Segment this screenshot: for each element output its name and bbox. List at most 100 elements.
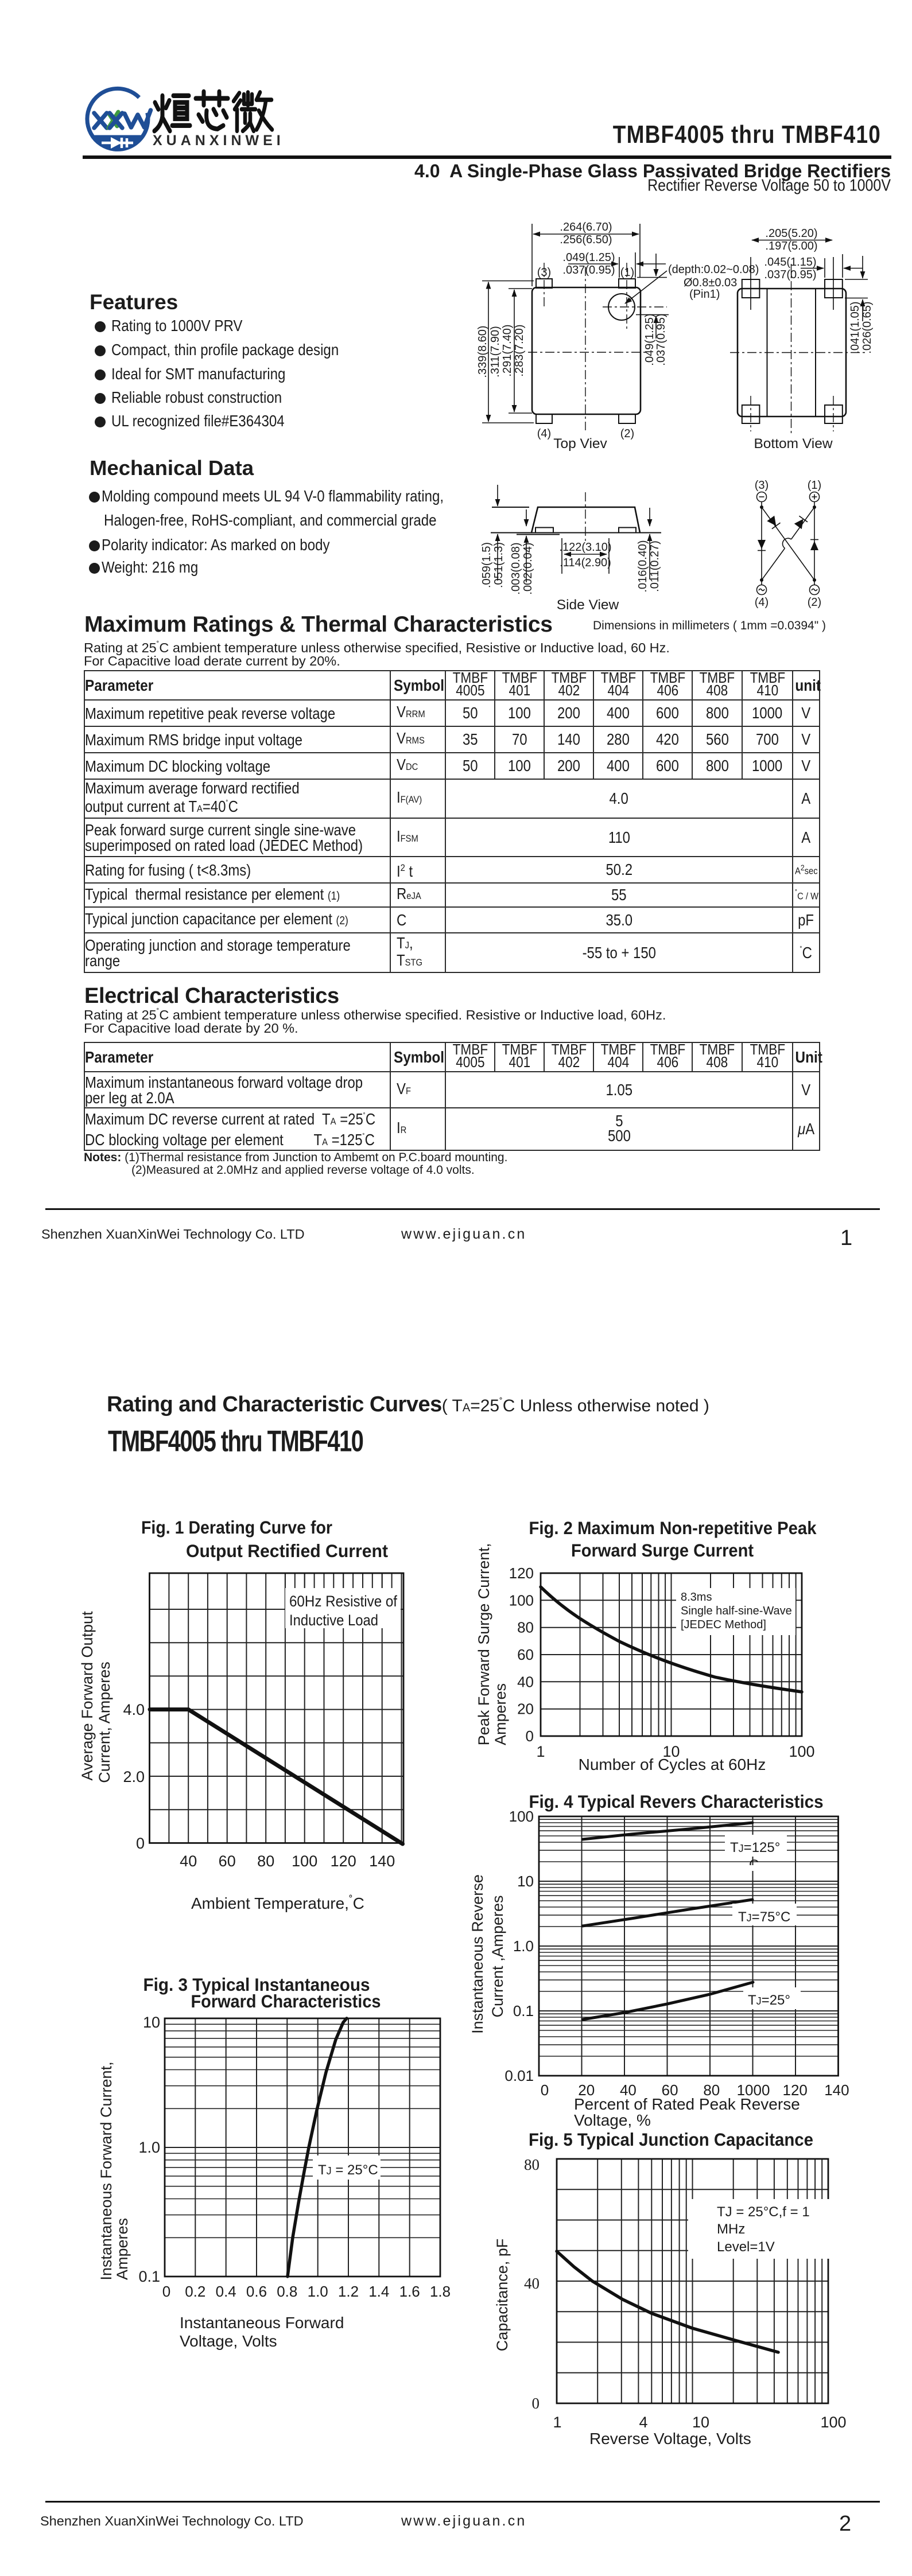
svg-text:.011(0.27): .011(0.27) xyxy=(649,540,661,592)
svg-text:0: 0 xyxy=(532,2395,540,2412)
svg-text:Fig. 3 Typical Instantaneous: Fig. 3 Typical Instantaneous xyxy=(143,1974,370,1995)
svg-text:TJ=75°C: TJ=75°C xyxy=(738,1909,790,1925)
svg-text:Voltage, %: Voltage, % xyxy=(574,2111,651,2129)
svg-text:Single half-sine-Wave: Single half-sine-Wave xyxy=(681,1605,792,1617)
svg-text:1.0: 1.0 xyxy=(513,1937,534,1955)
svg-text:Ambient Temperature,˚C: Ambient Temperature,˚C xyxy=(191,1894,364,1912)
svg-text:120: 120 xyxy=(783,2081,808,2099)
svg-text:Peak Forward Surge Current,: Peak Forward Surge Current, xyxy=(475,1543,492,1746)
svg-text:.016(0.40): .016(0.40) xyxy=(637,540,649,592)
svg-text:80: 80 xyxy=(524,2156,540,2173)
svg-text:80: 80 xyxy=(703,2081,720,2099)
svg-text:60: 60 xyxy=(662,2081,678,2099)
svg-text:60: 60 xyxy=(219,1853,236,1870)
svg-text:1.0: 1.0 xyxy=(308,2283,328,2300)
svg-text:10: 10 xyxy=(143,2014,160,2031)
svg-text:0.6: 0.6 xyxy=(246,2283,267,2300)
svg-text:0: 0 xyxy=(136,1835,145,1852)
svg-text:80: 80 xyxy=(257,1853,274,1870)
svg-text:TJ = 25°C: TJ = 25°C xyxy=(318,2162,378,2178)
svg-text:1: 1 xyxy=(536,1743,545,1760)
svg-text:Fig. 5 Typical Junction Capaci: Fig. 5 Typical Junction Capacitance xyxy=(529,2129,813,2150)
svg-text:60Hz Resistive of: 60Hz Resistive of xyxy=(289,1593,397,1610)
svg-text:1000: 1000 xyxy=(737,2081,770,2099)
svg-text:Amperes: Amperes xyxy=(114,2218,131,2280)
svg-text:.114(2.90): .114(2.90) xyxy=(560,557,611,569)
svg-text:(depth:0.02~0.08): (depth:0.02~0.08) xyxy=(668,263,759,276)
svg-text:TJ=25°: TJ=25° xyxy=(748,1993,790,2008)
svg-text:60: 60 xyxy=(517,1646,534,1663)
svg-text:Output Rectified Current: Output Rectified Current xyxy=(186,1540,388,1561)
svg-text:(Pin1): (Pin1) xyxy=(689,288,720,301)
svg-text:0.4: 0.4 xyxy=(216,2283,236,2300)
svg-text:Side View: Side View xyxy=(557,597,619,613)
svg-text:Percent of Rated Peak Reverse: Percent of Rated Peak Reverse xyxy=(574,2095,800,2113)
svg-text:[JEDEC Method]: [JEDEC Method] xyxy=(681,1618,766,1631)
svg-text:0.8: 0.8 xyxy=(277,2283,297,2300)
svg-text:Fig. 4 Typical Revers Characte: Fig. 4 Typical Revers Characteristics xyxy=(529,1791,824,1812)
svg-text:.002(0.04): .002(0.04) xyxy=(522,542,534,594)
svg-text:100: 100 xyxy=(509,1591,534,1609)
svg-text:.311(7.90): .311(7.90) xyxy=(489,326,502,378)
svg-text:(1): (1) xyxy=(808,479,821,492)
svg-text:100: 100 xyxy=(820,2414,846,2431)
svg-text:8.3ms: 8.3ms xyxy=(681,1591,712,1604)
svg-text:100: 100 xyxy=(789,1743,814,1760)
svg-text:2.0: 2.0 xyxy=(123,1768,145,1785)
svg-text:.205(5.20): .205(5.20) xyxy=(765,227,817,240)
svg-text:80: 80 xyxy=(517,1619,534,1636)
svg-text:100: 100 xyxy=(509,1808,534,1825)
svg-text:Top Viev: Top Viev xyxy=(553,436,607,452)
svg-text:.051(1.3): .051(1.3) xyxy=(492,542,505,588)
svg-text:(4): (4) xyxy=(537,427,551,440)
svg-text:Instantaneous Reverse: Instantaneous Reverse xyxy=(469,1874,486,2034)
svg-text:(2): (2) xyxy=(808,596,821,609)
svg-text:Instantaneous Forward Current,: Instantaneous Forward Current, xyxy=(98,2061,115,2280)
svg-text:Ø0.8±0.03: Ø0.8±0.03 xyxy=(684,277,737,289)
svg-text:.283(7.20): .283(7.20) xyxy=(513,324,526,376)
svg-text:Fig. 1 Derating Curve for: Fig. 1 Derating Curve for xyxy=(141,1517,332,1538)
svg-text:120: 120 xyxy=(331,1853,356,1870)
svg-text:0.1: 0.1 xyxy=(513,2002,534,2019)
svg-text:0: 0 xyxy=(162,2283,170,2300)
svg-text:.049(1.25): .049(1.25) xyxy=(643,313,656,365)
svg-text:.291(7.40): .291(7.40) xyxy=(501,324,514,376)
svg-text:.003(0.08): .003(0.08) xyxy=(510,542,522,594)
svg-text:Amperes: Amperes xyxy=(492,1683,509,1745)
svg-text:40: 40 xyxy=(620,2081,637,2099)
svg-text:(1): (1) xyxy=(620,266,634,279)
svg-text:Instantaneous Forward: Instantaneous Forward xyxy=(180,2314,344,2332)
svg-text:Current ,Amperes: Current ,Amperes xyxy=(489,1895,506,2017)
svg-text:.339(8.60): .339(8.60) xyxy=(476,325,489,378)
svg-text:.256(6.50): .256(6.50) xyxy=(560,234,612,246)
svg-text:0.01: 0.01 xyxy=(504,2067,534,2084)
svg-text:(3): (3) xyxy=(755,479,769,492)
svg-text:10: 10 xyxy=(517,1873,534,1890)
svg-text:.059(1.5): .059(1.5) xyxy=(480,542,493,588)
svg-text:1.0: 1.0 xyxy=(138,2139,160,2156)
svg-text:MHz: MHz xyxy=(717,2221,745,2237)
svg-text:20: 20 xyxy=(578,2081,595,2099)
svg-text:.197(5.00): .197(5.00) xyxy=(765,240,817,252)
svg-text:4.0: 4.0 xyxy=(123,1701,145,1718)
svg-text:4: 4 xyxy=(639,2414,647,2431)
svg-text:100: 100 xyxy=(292,1853,317,1870)
svg-text:20: 20 xyxy=(517,1701,534,1718)
svg-text:.037(0.95): .037(0.95) xyxy=(764,269,816,281)
svg-text:140: 140 xyxy=(824,2081,849,2099)
svg-text:40: 40 xyxy=(517,1673,534,1690)
svg-text:0: 0 xyxy=(541,2081,549,2099)
svg-text:40: 40 xyxy=(180,1853,197,1870)
svg-text:1: 1 xyxy=(553,2414,561,2431)
svg-text:1.8: 1.8 xyxy=(430,2283,451,2300)
svg-text:.264(6.70): .264(6.70) xyxy=(560,221,612,234)
svg-text:.045(1.15): .045(1.15) xyxy=(764,256,816,269)
svg-text:Current, Amperes: Current, Amperes xyxy=(96,1661,113,1783)
svg-text:(3): (3) xyxy=(537,266,551,279)
svg-text:1.4: 1.4 xyxy=(368,2283,389,2300)
svg-text:Number of Cycles at 60Hz: Number of Cycles at 60Hz xyxy=(579,1756,766,1773)
svg-text:Forward Surge Current: Forward Surge Current xyxy=(571,1540,754,1561)
svg-text:140: 140 xyxy=(369,1853,395,1870)
svg-text:Reverse Voltage, Volts: Reverse Voltage, Volts xyxy=(589,2430,751,2447)
svg-text:1.2: 1.2 xyxy=(338,2283,359,2300)
